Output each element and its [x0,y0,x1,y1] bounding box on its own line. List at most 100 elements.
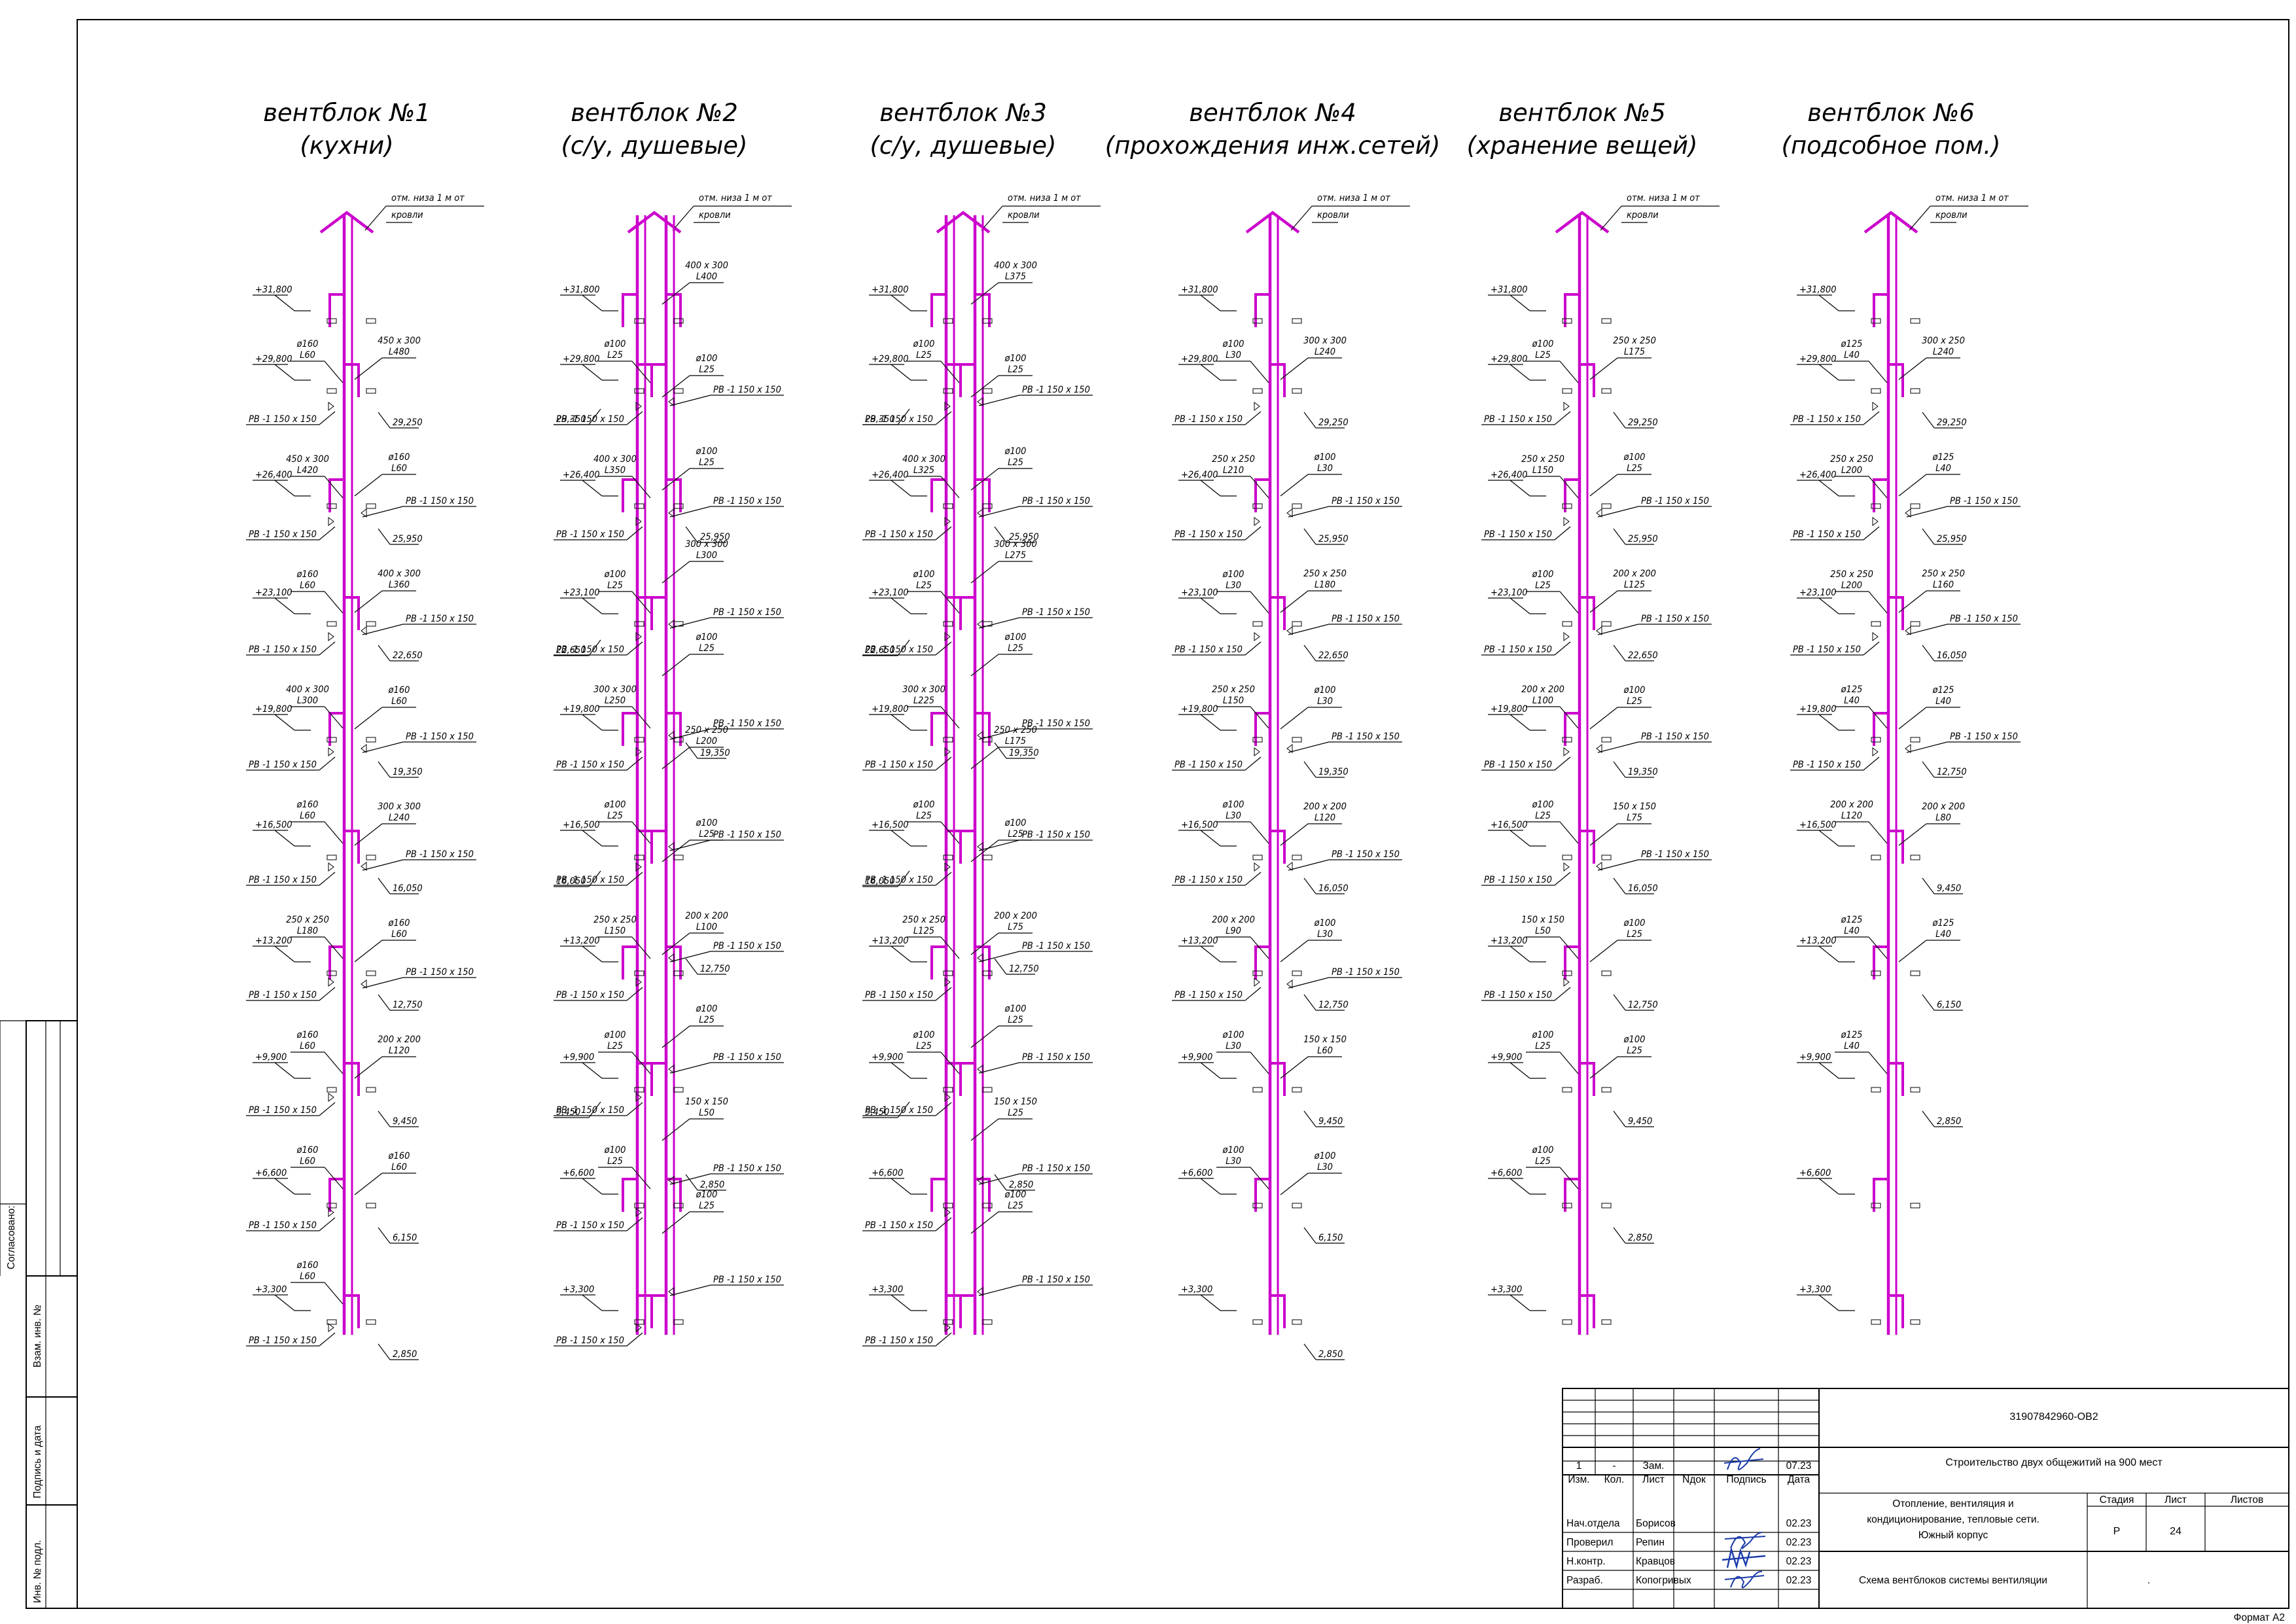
duct-spec-right: ø160 [388,918,410,928]
leader-line [994,1174,1007,1191]
grille-right: РВ -1 150 x 150 [1641,496,1709,506]
leader-line [970,1211,999,1234]
slab-mark [673,855,684,860]
grille-left: РВ -1 150 x 150 [1174,414,1243,425]
duct-spec-left: L30 [1226,1156,1241,1167]
branch-duct [1888,596,1904,630]
slab-mark [982,318,993,324]
grille-right: РВ -1 150 x 150 [1022,830,1090,840]
leader-line [378,994,391,1011]
ventblock-title: вентблок №3 [879,99,1047,127]
slab-mark [1910,855,1920,860]
slab-mark [1292,1087,1302,1093]
grille-left: РВ -1 150 x 150 [865,414,933,425]
branch-duct [1564,1178,1580,1212]
branch-duct [1254,478,1270,512]
leader-line [1510,1062,1530,1079]
leader-line [274,1294,295,1311]
leader-line [662,375,690,398]
leader-line [662,1211,690,1234]
duct-spec-left: L180 [297,926,318,936]
leader-line [1200,714,1221,731]
leader-line [685,526,698,543]
elev-mark-right: 2,850 [1628,1233,1652,1243]
leader-line [378,412,391,429]
elev-mark-right: 2,850 [1937,1116,1961,1127]
duct-spec-right: ø125 [1932,452,1954,463]
ventblock-subtitle: (хранение вещей) [1467,132,1698,160]
leader-line [1589,940,1618,962]
leader-line [897,1101,910,1118]
leader-line [935,872,952,886]
duct-spec-right: ø100 [1623,918,1646,928]
branch-duct [344,1062,360,1096]
leader-line [324,821,344,844]
grille-symbol [944,402,951,411]
grille-symbol [977,842,983,851]
duct-spec-right: 450 x 300 [378,336,421,346]
slab-mark [1292,318,1302,324]
duct-spec-right: ø160 [388,452,410,463]
leader-line [626,1102,643,1116]
duct-spec-right: L25 [1008,643,1023,654]
slab-mark [943,855,953,860]
grille-symbol [328,978,334,987]
leader-line [1510,597,1530,614]
leader-line [324,936,344,959]
leader-line [1200,294,1221,311]
level-mark: +23,100 [255,588,292,598]
duct-spec-right: L400 [696,272,717,282]
ventblock-subtitle: (кухни) [300,132,393,160]
leader-line [935,411,952,425]
grille-symbol [977,731,983,740]
grille-right: РВ -1 150 x 150 [1332,496,1400,506]
duct-spec-right: L25 [1008,1015,1023,1025]
leader-line [1303,644,1316,662]
slab-mark [1292,388,1302,394]
duct-spec-left: L350 [605,465,626,476]
branch-duct [1873,945,1888,980]
duct-spec-right: L25 [1008,1201,1023,1211]
duct-spec-left: L90 [1226,926,1241,936]
slab-mark [1252,503,1263,509]
duct-spec-right: L40 [1935,929,1951,940]
slab-mark [982,970,993,976]
duct-spec-right: L30 [1317,1162,1333,1173]
slab-mark [1562,855,1572,860]
duct-spec-right: L120 [1315,813,1335,823]
leader-line [1559,936,1579,959]
leader-line [1589,1056,1618,1079]
grille-right: РВ -1 150 x 150 [1641,614,1709,624]
grille-symbol [1596,508,1602,518]
leader-line [354,590,383,613]
duct-spec-left: 250 x 250 [902,915,945,925]
leader-line [891,1062,911,1079]
grille-left: РВ -1 150 x 150 [1174,875,1243,885]
col-kol: Кол. [1604,1474,1625,1485]
roof-note: кровли [1008,210,1040,221]
leader-line [978,951,1020,962]
duct-spec-left: L40 [1844,696,1860,706]
leader-line [631,821,651,844]
leader-line [1280,1173,1309,1195]
elev-mark-left: 16,050 [865,876,895,887]
leader-line [1280,357,1309,380]
branch-duct [1254,712,1270,746]
elev-mark-right: 25,950 [1318,534,1349,544]
level-mark: +3,300 [1799,1284,1831,1295]
elev-mark-right: 25,950 [1009,532,1039,542]
grille-symbol [361,744,367,753]
duct-spec-left: L250 [605,696,626,706]
duct-spec-left: L60 [300,580,315,591]
leader-line [582,480,603,497]
grille-symbol [361,980,367,989]
leader-line [940,936,960,959]
leader-line [582,1062,603,1079]
grille-symbol [328,402,334,411]
section-title-3: Южный корпус [1918,1530,1988,1541]
slab-mark [1871,1319,1881,1325]
level-mark: +16,500 [255,820,292,830]
leader-line [1906,741,1948,753]
slab-mark [634,1087,645,1093]
leader-line [970,561,999,584]
